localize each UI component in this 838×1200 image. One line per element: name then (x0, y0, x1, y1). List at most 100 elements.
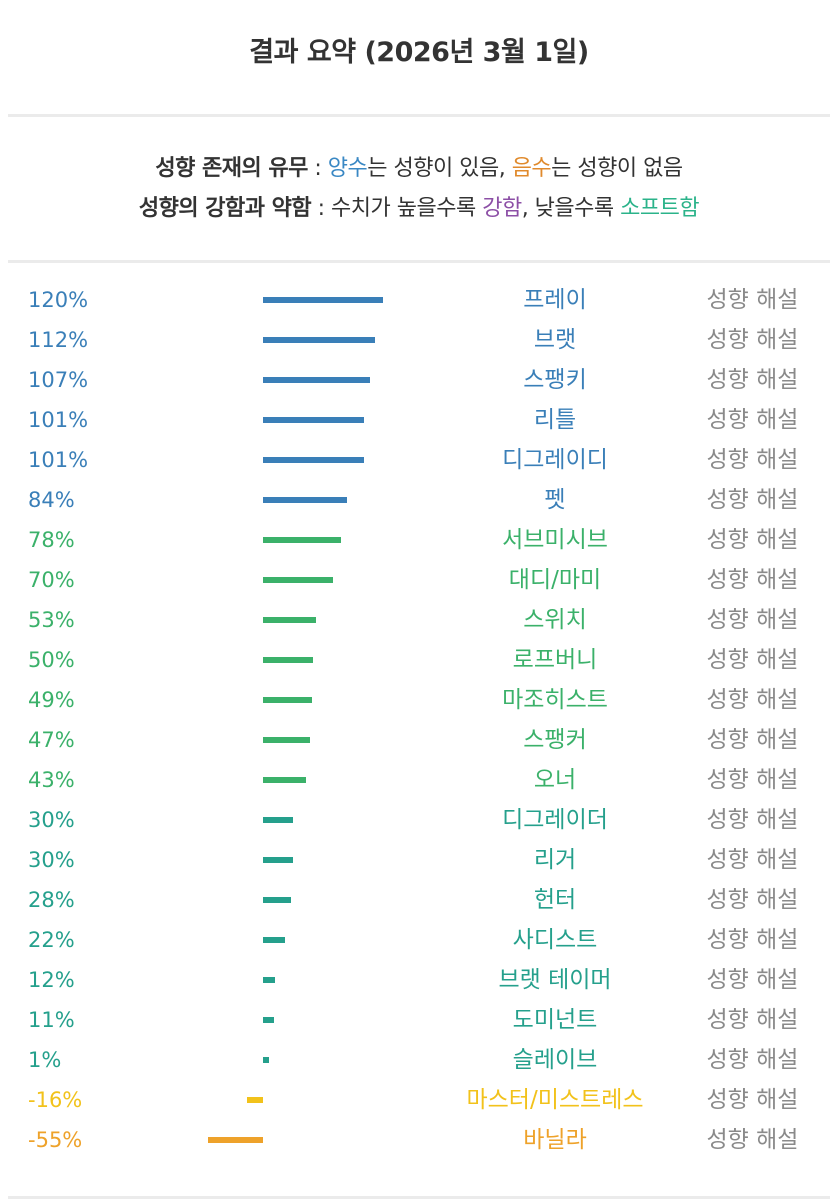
value-label: 84% (28, 488, 75, 512)
tendency-name[interactable]: 로프버니 (512, 647, 598, 673)
explain-link[interactable]: 성향 해설 (706, 567, 799, 593)
explain-link[interactable]: 성향 해설 (706, 1047, 799, 1073)
result-row: 101% 디그레이디 성향 해설 (0, 440, 838, 480)
value-label: 22% (28, 928, 75, 952)
explain-link[interactable]: 성향 해설 (706, 1007, 799, 1033)
tendency-name[interactable]: 슬레이브 (512, 1047, 598, 1073)
result-row: 12% 브랫 테이머 성향 해설 (0, 960, 838, 1000)
value-bar (263, 777, 306, 783)
result-row: 78% 서브미시브 성향 해설 (0, 520, 838, 560)
explain-link[interactable]: 성향 해설 (706, 647, 799, 673)
tendency-name[interactable]: 리틀 (533, 407, 577, 433)
tendency-name[interactable]: 마스터/미스트레스 (466, 1087, 644, 1113)
explain-link[interactable]: 성향 해설 (706, 607, 799, 633)
result-row: 30% 리거 성향 해설 (0, 840, 838, 880)
value-label: 1% (28, 1048, 62, 1072)
legend-text: 는 성향이 있음, (367, 156, 512, 181)
value-label: 50% (28, 648, 75, 672)
result-row: 30% 디그레이더 성향 해설 (0, 800, 838, 840)
tendency-name[interactable]: 브랫 테이머 (498, 967, 612, 993)
explain-link[interactable]: 성향 해설 (706, 487, 799, 513)
value-label: 28% (28, 888, 75, 912)
tendency-name[interactable]: 스팽키 (523, 367, 587, 393)
value-bar (263, 737, 310, 743)
tendency-name[interactable]: 오너 (533, 767, 577, 793)
divider-middle (8, 260, 830, 263)
value-bar (263, 1057, 269, 1063)
legend-text: 는 성향이 없음 (551, 156, 683, 181)
tendency-name[interactable]: 사디스트 (512, 927, 598, 953)
explain-link[interactable]: 성향 해설 (706, 767, 799, 793)
value-bar (263, 697, 312, 703)
result-row: 107% 스팽키 성향 해설 (0, 360, 838, 400)
value-label: 53% (28, 608, 75, 632)
tendency-name[interactable]: 디그레이디 (502, 447, 608, 473)
tendency-name[interactable]: 프레이 (523, 287, 587, 313)
result-row: 53% 스위치 성향 해설 (0, 600, 838, 640)
tendency-name[interactable]: 리거 (533, 847, 577, 873)
value-label: 78% (28, 528, 75, 552)
tendency-name[interactable]: 서브미시브 (502, 527, 608, 553)
value-bar (263, 497, 347, 503)
result-row: -55% 바닐라 성향 해설 (0, 1120, 838, 1160)
value-label: 49% (28, 688, 75, 712)
value-bar (263, 657, 313, 663)
tendency-name[interactable]: 헌터 (533, 887, 577, 913)
value-label: -55% (28, 1128, 83, 1152)
explain-link[interactable]: 성향 해설 (706, 327, 799, 353)
explain-link[interactable]: 성향 해설 (706, 527, 799, 553)
explain-link[interactable]: 성향 해설 (706, 407, 799, 433)
explain-link[interactable]: 성향 해설 (706, 1127, 799, 1153)
value-label: 30% (28, 808, 75, 832)
value-bar (263, 937, 285, 943)
legend-negative: 음수 (511, 156, 552, 181)
explain-link[interactable]: 성향 해설 (706, 847, 799, 873)
tendency-name[interactable]: 스팽커 (523, 727, 587, 753)
divider-bottom (8, 1196, 830, 1199)
explain-link[interactable]: 성향 해설 (706, 1087, 799, 1113)
tendency-name[interactable]: 디그레이더 (502, 807, 608, 833)
value-bar (263, 577, 333, 583)
tendency-name[interactable]: 브랫 (533, 327, 577, 353)
tendency-name[interactable]: 마조히스트 (502, 687, 608, 713)
value-label: 47% (28, 728, 75, 752)
explain-link[interactable]: 성향 해설 (706, 927, 799, 953)
result-row: 50% 로프버니 성향 해설 (0, 640, 838, 680)
tendency-name[interactable]: 스위치 (523, 607, 587, 633)
result-row: 112% 브랫 성향 해설 (0, 320, 838, 360)
value-label: 30% (28, 848, 75, 872)
value-bar (263, 377, 370, 383)
tendency-name[interactable]: 바닐라 (523, 1127, 587, 1153)
explain-link[interactable]: 성향 해설 (706, 287, 799, 313)
value-label: 112% (28, 328, 89, 352)
value-bar (263, 537, 341, 543)
result-row: 43% 오너 성향 해설 (0, 760, 838, 800)
divider-top (8, 114, 830, 117)
legend-line-strength: 성향의 강함과 약함 : 수치가 높을수록 강함, 낮을수록 소프트함 (0, 190, 838, 222)
tendency-name[interactable]: 도미넌트 (512, 1007, 598, 1033)
value-bar (263, 1017, 274, 1023)
result-row: 28% 헌터 성향 해설 (0, 880, 838, 920)
explain-link[interactable]: 성향 해설 (706, 967, 799, 993)
result-row: -16% 마스터/미스트레스 성향 해설 (0, 1080, 838, 1120)
legend-line-existence: 성향 존재의 유무 : 양수는 성향이 있음, 음수는 성향이 없음 (0, 150, 838, 182)
result-row: 11% 도미넌트 성향 해설 (0, 1000, 838, 1040)
value-label: 70% (28, 568, 75, 592)
tendency-name[interactable]: 대디/마미 (508, 567, 602, 593)
explain-link[interactable]: 성향 해설 (706, 727, 799, 753)
explain-link[interactable]: 성향 해설 (706, 807, 799, 833)
explain-link[interactable]: 성향 해설 (706, 887, 799, 913)
legend-sep: : (307, 156, 328, 181)
legend-soft: 소프트함 (620, 196, 700, 221)
legend-existence-label: 성향 존재의 유무 (155, 156, 308, 181)
explain-link[interactable]: 성향 해설 (706, 447, 799, 473)
result-row: 101% 리틀 성향 해설 (0, 400, 838, 440)
result-row: 1% 슬레이브 성향 해설 (0, 1040, 838, 1080)
legend-strength-label: 성향의 강함과 약함 (138, 196, 312, 221)
explain-link[interactable]: 성향 해설 (706, 367, 799, 393)
legend-text: , 낮을수록 (521, 196, 621, 221)
tendency-name[interactable]: 펫 (544, 487, 566, 513)
explain-link[interactable]: 성향 해설 (706, 687, 799, 713)
result-row: 84% 펫 성향 해설 (0, 480, 838, 520)
value-label: 43% (28, 768, 75, 792)
